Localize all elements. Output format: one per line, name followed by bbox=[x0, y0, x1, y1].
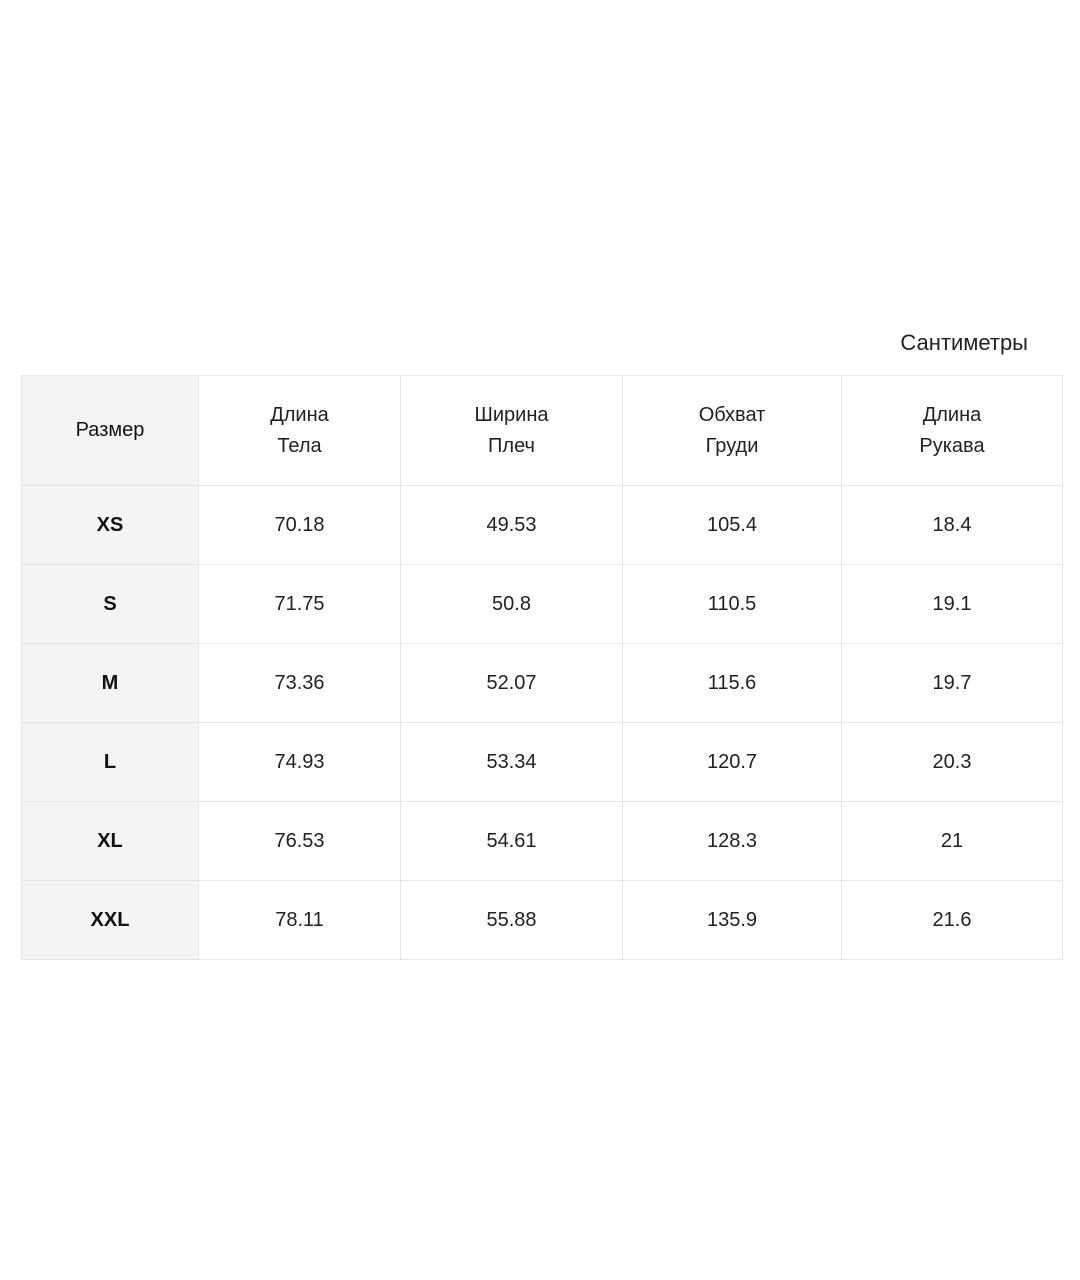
measurement-cell: 135.9 bbox=[622, 880, 842, 960]
measurement-cell: 20.3 bbox=[841, 722, 1063, 802]
measurement-cell: 55.88 bbox=[400, 880, 623, 960]
column-header: Длина Рукава bbox=[841, 375, 1063, 486]
table-row: XL 76.53 54.61 128.3 21 bbox=[21, 801, 1063, 881]
column-header-line: Рукава bbox=[919, 434, 985, 457]
size-cell: M bbox=[21, 643, 199, 723]
table-row: L 74.93 53.34 120.7 20.3 bbox=[21, 722, 1063, 802]
measurement-cell: 50.8 bbox=[400, 564, 623, 644]
column-header-line: Ширина bbox=[474, 403, 549, 426]
measurement-cell: 52.07 bbox=[400, 643, 623, 723]
table-row: XXL 78.11 55.88 135.9 21.6 bbox=[21, 880, 1063, 960]
size-cell: L bbox=[21, 722, 199, 802]
measurement-cell: 128.3 bbox=[622, 801, 842, 881]
size-cell: XS bbox=[21, 485, 199, 565]
measurement-cell: 70.18 bbox=[198, 485, 401, 565]
measurement-cell: 74.93 bbox=[198, 722, 401, 802]
column-header-line: Длина bbox=[270, 403, 329, 426]
measurement-cell: 19.1 bbox=[841, 564, 1063, 644]
unit-label: Сантиметры bbox=[900, 330, 1028, 355]
size-cell: XL bbox=[21, 801, 199, 881]
size-cell: S bbox=[21, 564, 199, 644]
size-cell: XXL bbox=[21, 880, 199, 960]
measurement-cell: 21.6 bbox=[841, 880, 1063, 960]
column-header-line: Тела bbox=[277, 434, 322, 457]
column-header-line: Длина bbox=[922, 403, 982, 426]
column-header: Размер bbox=[21, 375, 199, 486]
measurement-cell: 18.4 bbox=[841, 485, 1063, 565]
measurement-cell: 120.7 bbox=[622, 722, 842, 802]
header-row: Размер Длина Тела Ширина Плеч Обхват Груди Длин… bbox=[21, 375, 1063, 486]
column-header: Ширина Плеч bbox=[400, 375, 623, 486]
measurement-cell: 78.11 bbox=[198, 880, 401, 960]
column-header-line: Груди bbox=[705, 434, 759, 457]
column-header: Длина Тела bbox=[198, 375, 401, 486]
table-row: XS 70.18 49.53 105.4 18.4 bbox=[21, 485, 1063, 565]
measurement-cell: 73.36 bbox=[198, 643, 401, 723]
measurement-cell: 105.4 bbox=[622, 485, 842, 565]
measurement-cell: 54.61 bbox=[400, 801, 623, 881]
measurement-cell: 21 bbox=[841, 801, 1063, 881]
column-header-line: Размер bbox=[75, 419, 145, 441]
column-header-line: Плеч bbox=[488, 434, 535, 457]
measurement-cell: 110.5 bbox=[622, 564, 842, 644]
table-row: M 73.36 52.07 115.6 19.7 bbox=[21, 643, 1063, 723]
measurement-cell: 71.75 bbox=[198, 564, 401, 644]
measurement-cell: 49.53 bbox=[400, 485, 623, 565]
table-row: S 71.75 50.8 110.5 19.1 bbox=[21, 564, 1063, 644]
measurement-cell: 115.6 bbox=[622, 643, 842, 723]
measurement-cell: 76.53 bbox=[198, 801, 401, 881]
size-chart-table: Размер Длина Тела Ширина Плеч Обхват Груди Длин… bbox=[21, 375, 1063, 960]
measurement-cell: 19.7 bbox=[841, 643, 1063, 723]
column-header-line: Обхват bbox=[698, 403, 766, 426]
column-header: Обхват Груди bbox=[622, 375, 842, 486]
measurement-cell: 53.34 bbox=[400, 722, 623, 802]
